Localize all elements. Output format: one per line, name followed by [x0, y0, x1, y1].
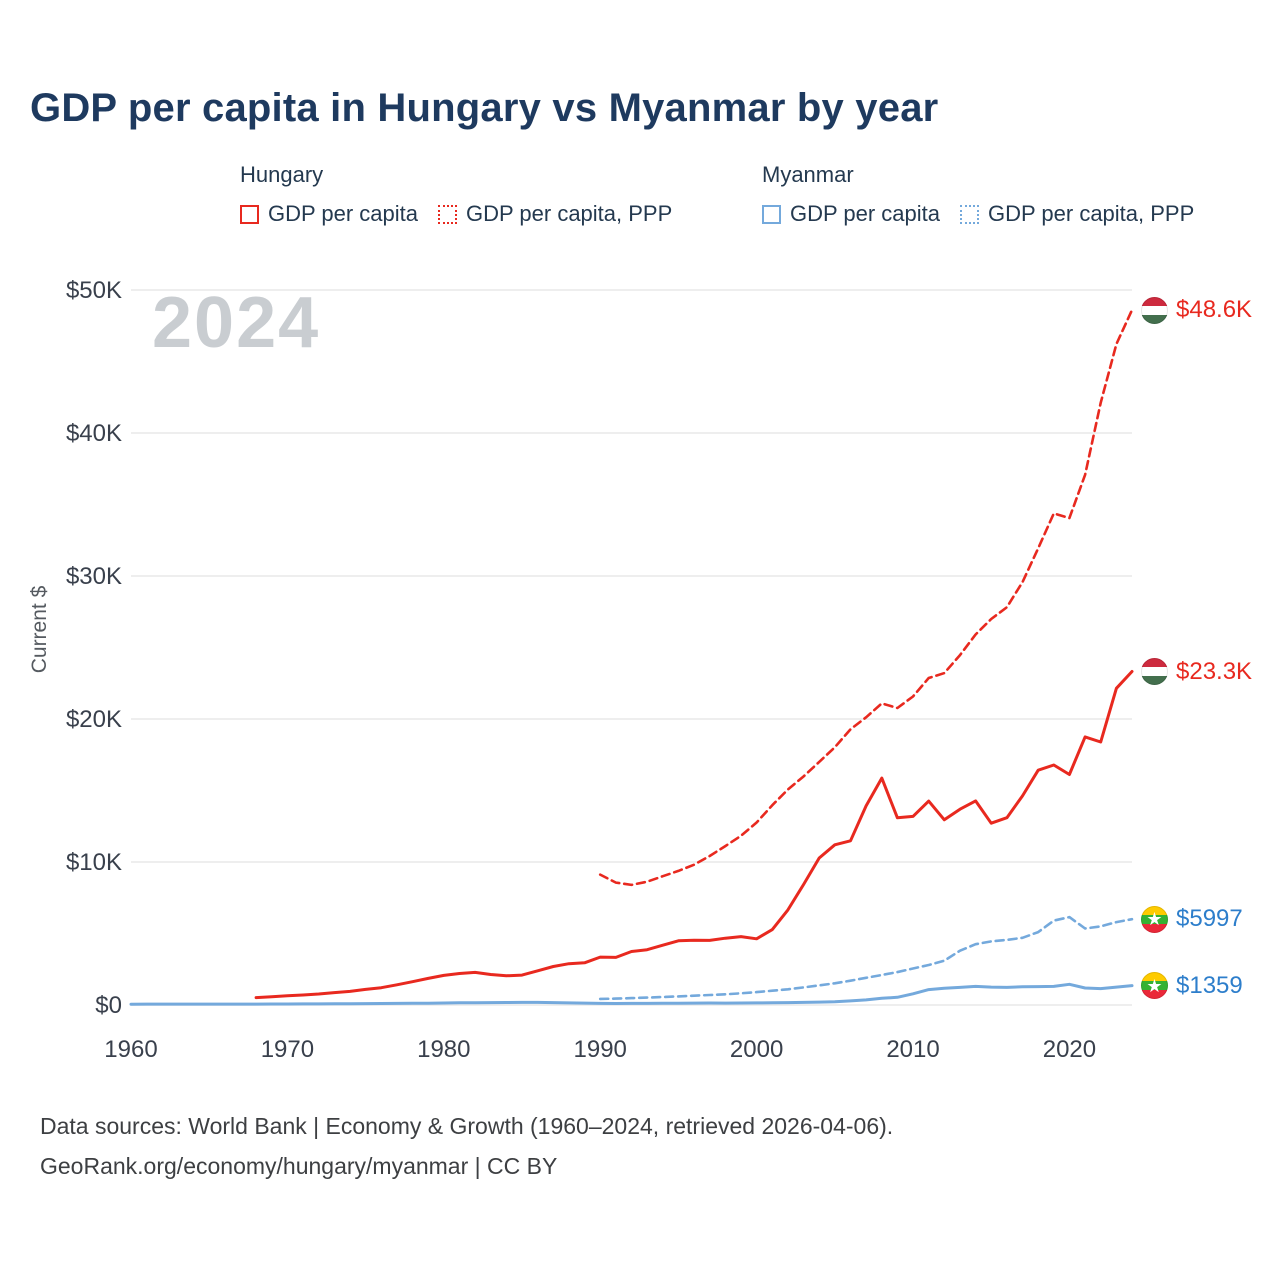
- end-label-hungary-gdp: $23.3K: [1141, 658, 1252, 686]
- legend-items-myanmar: GDP per capita GDP per capita, PPP: [762, 201, 1194, 227]
- star-icon: ★: [1146, 975, 1163, 996]
- star-icon: ★: [1146, 909, 1163, 930]
- myanmar-flag-icon: ★: [1141, 905, 1168, 933]
- legend-item-label: GDP per capita, PPP: [466, 201, 673, 226]
- x-tick-label: 2010: [886, 1036, 939, 1063]
- legend-group-title-hungary: Hungary: [240, 162, 324, 187]
- legend-swatch-solid-icon: [762, 204, 781, 224]
- x-tick-label: 1990: [574, 1036, 627, 1063]
- series-line-myanmar-gdp-ppp: [598, 915, 1134, 1001]
- end-label-myanmar-gdp: ★ $1359: [1141, 972, 1243, 1000]
- legend-item-hungary-gdp: GDP per capita: [240, 201, 418, 227]
- x-tick-label: 2000: [730, 1036, 783, 1063]
- x-tick-label: 1970: [261, 1036, 314, 1063]
- end-label-value: $5997: [1176, 905, 1243, 933]
- series-line-myanmar-gdp: [129, 982, 1134, 1006]
- x-tick-label: 2020: [1043, 1036, 1096, 1063]
- series-line-hungary-gdp-ppp: [598, 308, 1134, 887]
- data-sources-text: Data sources: World Bank | Economy & Gro…: [40, 1113, 894, 1139]
- end-label-hungary-gdp-ppp: $48.6K: [1141, 296, 1252, 324]
- y-tick-label: $40K: [66, 420, 122, 447]
- hungary-flag-icon: [1141, 296, 1168, 324]
- y-tick-label: $0: [95, 992, 122, 1019]
- legend-items-hungary: GDP per capita GDP per capita, PPP: [240, 201, 672, 227]
- legend-item-myanmar-gdp-ppp: GDP per capita, PPP: [960, 201, 1194, 227]
- legend-item-hungary-gdp-ppp: GDP per capita, PPP: [438, 201, 672, 227]
- legend-swatch-dotted-icon: [960, 204, 980, 224]
- y-tick-label: $50K: [66, 277, 122, 304]
- y-tick-label: $10K: [66, 849, 122, 876]
- legend-item-label: GDP per capita: [268, 201, 419, 226]
- year-watermark: 2024: [152, 283, 321, 363]
- attribution-text: GeoRank.org/economy/hungary/myanmar | CC…: [40, 1153, 558, 1179]
- legend-group-title-myanmar: Myanmar: [762, 162, 854, 187]
- y-tick-label: $30K: [66, 563, 122, 590]
- end-label-value: $1359: [1176, 971, 1243, 999]
- series-end-labels: $48.6K $23.3K ★ $5997 ★ $1359: [1141, 0, 1280, 1280]
- legend-group-myanmar: Myanmar GDP per capita GDP per capita, P…: [762, 162, 1194, 227]
- myanmar-flag-icon: ★: [1141, 972, 1168, 1000]
- x-tick-label: 1960: [104, 1036, 157, 1063]
- end-label-value: $23.3K: [1176, 657, 1253, 685]
- hungary-flag-icon: [1141, 658, 1168, 686]
- legend-item-label: GDP per capita: [790, 201, 941, 226]
- legend-group-hungary: Hungary GDP per capita GDP per capita, P…: [240, 162, 672, 227]
- legend-item-myanmar-gdp: GDP per capita: [762, 201, 940, 227]
- end-label-value: $48.6K: [1176, 296, 1253, 324]
- y-axis-title: Current $: [28, 585, 51, 673]
- end-label-myanmar-gdp-ppp: ★ $5997: [1141, 905, 1243, 933]
- legend-swatch-solid-icon: [240, 204, 259, 224]
- legend-item-label: GDP per capita, PPP: [988, 201, 1195, 226]
- footer: Data sources: World Bank | Economy & Gro…: [40, 1106, 893, 1186]
- legend-swatch-dotted-icon: [438, 204, 458, 224]
- series-line-hungary-gdp: [254, 670, 1134, 1000]
- y-tick-label: $20K: [66, 706, 122, 733]
- x-tick-label: 1980: [417, 1036, 470, 1063]
- chart-title: GDP per capita in Hungary vs Myanmar by …: [30, 86, 939, 130]
